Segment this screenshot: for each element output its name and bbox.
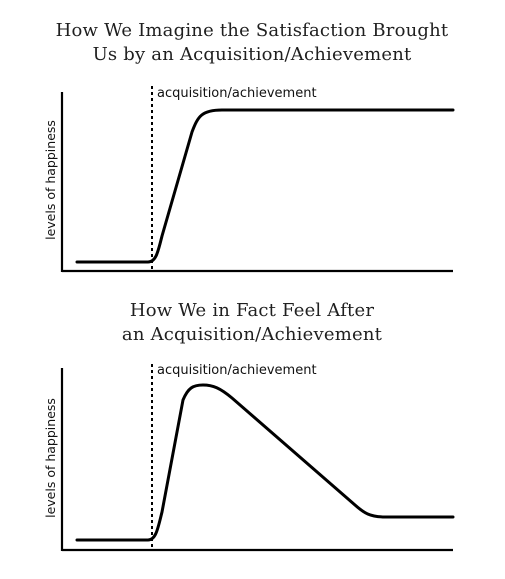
chart-title-line-2: Us by an Acquisition/Achievement [93, 44, 412, 65]
acquisition-marker-label: acquisition/achievement [157, 86, 317, 101]
series-line-actual [75, 383, 455, 542]
acquisition-marker-label: acquisition/achievement [157, 363, 317, 378]
chart-title-line-2: an Acquisition/Achievement [122, 324, 383, 345]
chart-title-line-1: How We Imagine the Satisfaction Brought [56, 20, 449, 41]
y-axis-label: levels of happiness [43, 120, 58, 240]
chart-actual: How We in Fact Feel After an Acquisition… [43, 300, 455, 552]
chart-title-line-1: How We in Fact Feel After [130, 300, 374, 321]
y-axis-label: levels of happiness [43, 398, 58, 518]
series-line-imagined [75, 108, 455, 264]
chart-imagined: How We Imagine the Satisfaction Brought … [43, 20, 455, 273]
